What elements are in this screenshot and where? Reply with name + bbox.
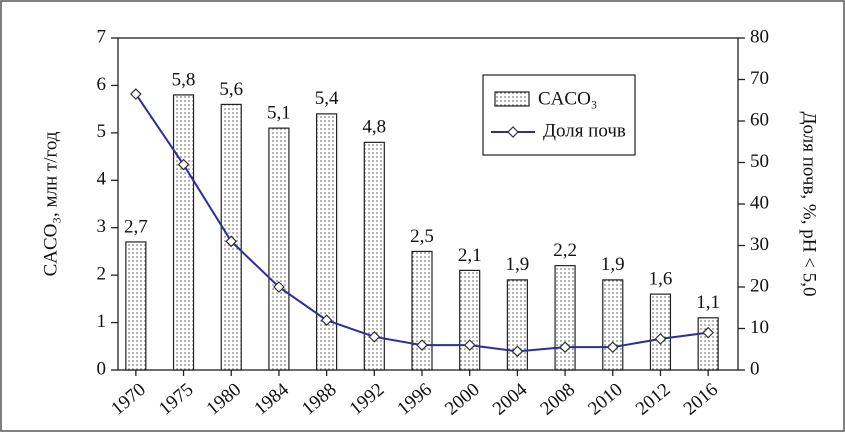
y-tick-label: 5 — [97, 121, 107, 142]
value-label: 2,2 — [553, 240, 577, 261]
y-tick-label: 3 — [97, 216, 107, 237]
marker — [129, 88, 142, 100]
x-tick-label: 1975 — [155, 379, 198, 420]
bar — [316, 113, 338, 371]
y2-tick-label: 30 — [750, 234, 769, 255]
bar — [268, 127, 290, 371]
bar — [697, 317, 719, 371]
x-tick-label: 1970 — [107, 379, 150, 420]
value-label: 5,4 — [315, 88, 339, 109]
marker — [606, 341, 619, 354]
value-label: 1,9 — [506, 254, 530, 275]
value-label: 5,6 — [219, 79, 243, 100]
y-tick-label: 1 — [97, 311, 107, 332]
x-tick-label: 2012 — [632, 379, 675, 420]
y2-tick-label: 40 — [750, 192, 769, 213]
y2-tick-label: 10 — [750, 317, 769, 338]
marker — [177, 158, 190, 171]
y-tick-label: 0 — [97, 358, 107, 379]
bar — [411, 250, 433, 371]
x-tick-label: 1988 — [298, 379, 341, 420]
y2-tick-label: 20 — [750, 275, 769, 296]
y-tick-label: 4 — [97, 169, 107, 190]
x-tick-label: 1996 — [393, 379, 436, 420]
x-tick-label: 2004 — [489, 379, 532, 420]
marker — [463, 339, 476, 351]
value-label: 1,1 — [696, 292, 720, 313]
x-tick-label: 2016 — [680, 379, 723, 420]
marker — [416, 339, 428, 351]
marker — [511, 345, 524, 358]
y-axis-label: CACO₃, млн т/год — [40, 131, 61, 276]
marker — [225, 235, 238, 248]
bar — [172, 94, 195, 371]
x-tick-label: 2008 — [536, 379, 579, 420]
value-label: 5,8 — [172, 69, 196, 90]
marker — [559, 341, 571, 354]
legend-marker — [507, 126, 519, 138]
y2-axis-label: Доля почв, %, pH < 5,0 — [799, 112, 820, 297]
y2-tick-label: 70 — [750, 68, 769, 89]
value-label: 1,9 — [601, 254, 625, 275]
marker — [654, 333, 667, 345]
x-tick-label: 2010 — [584, 379, 627, 420]
value-label: 5,1 — [267, 102, 291, 123]
bar — [125, 241, 147, 371]
y2-tick-label: 0 — [750, 358, 760, 379]
bar — [649, 293, 672, 371]
y2-tick-label: 50 — [750, 151, 769, 172]
legend-swatch — [494, 91, 530, 107]
x-tick-label: 2000 — [441, 379, 484, 420]
y2-tick-label: 80 — [750, 26, 769, 47]
value-label: 2,1 — [458, 245, 482, 266]
y-tick-label: 6 — [97, 74, 107, 95]
y-tick-label: 7 — [97, 26, 107, 47]
value-label: 2,7 — [124, 216, 148, 237]
bar — [363, 141, 385, 371]
bar — [554, 265, 576, 371]
marker — [320, 314, 333, 327]
marker — [273, 281, 285, 293]
x-tick-label: 1980 — [203, 379, 246, 420]
legend-label: CACO₃ — [538, 88, 597, 109]
legend-box — [482, 74, 636, 156]
y2-tick-label: 60 — [750, 109, 769, 130]
value-label: 1,6 — [649, 268, 673, 289]
bar — [602, 279, 624, 371]
value-label: 4,8 — [362, 117, 386, 138]
marker — [368, 330, 381, 343]
marker — [702, 326, 715, 339]
y-tick-label: 2 — [97, 264, 107, 285]
x-tick-label: 1992 — [346, 379, 389, 420]
bar — [459, 269, 481, 371]
x-tick-label: 1984 — [250, 379, 293, 420]
legend-label: Доля почв — [543, 120, 626, 141]
value-label: 2,5 — [410, 226, 434, 247]
bar — [506, 279, 528, 371]
